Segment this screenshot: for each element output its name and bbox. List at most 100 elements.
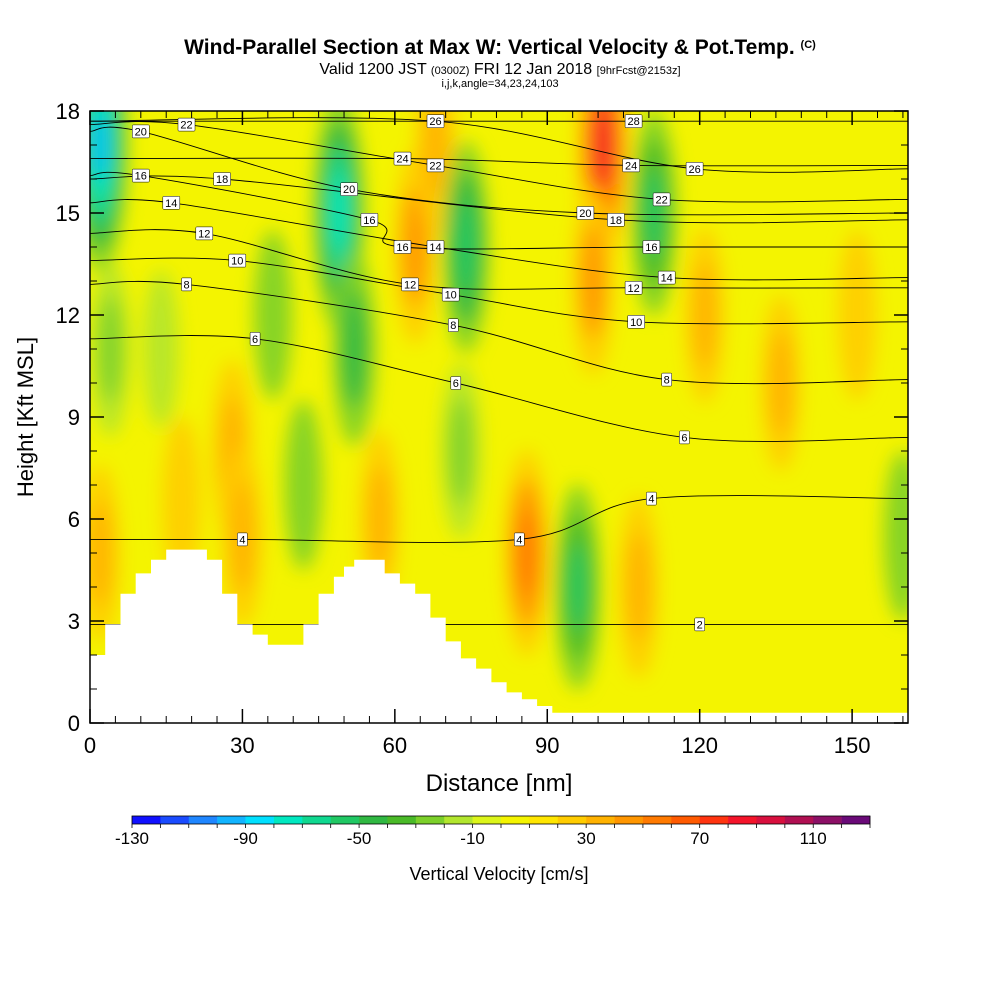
- vertical-velocity-core: [90, 500, 112, 606]
- theta-label: 20: [343, 184, 355, 196]
- vertical-velocity-core: [838, 230, 877, 400]
- theta-label: 10: [231, 256, 243, 268]
- vertical-velocity-core: [456, 201, 476, 293]
- colorbar-tick-label: 70: [690, 829, 709, 848]
- theta-label-box: [694, 617, 705, 632]
- vertical-velocity-core: [98, 296, 123, 402]
- theta-label-box: [237, 532, 248, 547]
- vertical-velocity-core: [883, 451, 908, 621]
- theta-label: 10: [630, 317, 642, 329]
- theta-label-box: [441, 287, 460, 302]
- theta-label: 16: [363, 215, 375, 227]
- theta-label: 22: [429, 160, 441, 172]
- colorbar-swatch: [472, 816, 502, 824]
- theta-label: 22: [180, 120, 192, 132]
- vertical-velocity-core: [693, 262, 717, 368]
- theta-label-box: [685, 162, 704, 176]
- theta-contour-line: [90, 335, 908, 442]
- terrain-mask: [90, 549, 908, 723]
- theta-label-box: [450, 376, 462, 390]
- theta-label-box: [679, 430, 690, 445]
- theta-label-box: [576, 206, 595, 220]
- colorbar-tick-label: -130: [115, 829, 149, 848]
- theta-label-box: [426, 114, 445, 128]
- theta-contour-line: [90, 171, 908, 250]
- forecast-info: [9hrFcst@2153z]: [596, 65, 681, 77]
- theta-label: 20: [135, 126, 147, 138]
- chart-title: Wind-Parallel Section at Max W: Vertical…: [184, 36, 816, 59]
- y-tick-label: 18: [56, 99, 80, 124]
- vertical-velocity-core: [423, 111, 448, 200]
- theta-label-box: [401, 277, 419, 292]
- theta-label: 20: [579, 208, 591, 220]
- theta-label-box: [340, 182, 358, 196]
- colorbar-swatch: [529, 816, 559, 824]
- theta-label: 12: [198, 228, 210, 240]
- colorbar-swatch: [245, 816, 275, 824]
- theta-label-box: [426, 240, 445, 254]
- colorbar-swatch: [614, 816, 644, 824]
- theta-label-box: [448, 318, 459, 332]
- vertical-velocity-core: [367, 466, 392, 572]
- theta-label-box: [213, 172, 231, 186]
- y-tick-label: 0: [68, 711, 80, 736]
- valid-date: FRI 12 Jan 2018: [473, 61, 593, 78]
- theta-label: 16: [135, 171, 147, 183]
- vertical-velocity-core: [626, 532, 651, 642]
- vertical-velocity-core: [143, 270, 179, 428]
- colorbar-swatch: [188, 816, 218, 824]
- theta-label: 14: [661, 273, 673, 285]
- colorbar-swatch: [671, 816, 700, 824]
- colorbar-swatch: [217, 816, 246, 824]
- theta-label-box: [228, 253, 247, 268]
- vertical-velocity-core: [594, 111, 612, 186]
- theta-label: 14: [165, 198, 177, 210]
- chart-subtitle: Valid 1200 JST (0300Z) FRI 12 Jan 2018 […: [319, 61, 681, 78]
- x-tick-label: 0: [84, 733, 96, 758]
- theta-label-box: [657, 270, 676, 285]
- theta-label: 4: [516, 534, 522, 546]
- colorbar-swatch: [415, 816, 445, 824]
- theta-label-box: [132, 168, 150, 183]
- colorbar-tick-label: -10: [460, 829, 485, 848]
- colorbar-tick-label: -50: [347, 829, 372, 848]
- y-tick-label: 15: [56, 201, 80, 226]
- theta-label: 8: [450, 320, 456, 332]
- theta-label: 6: [453, 378, 459, 390]
- theta-label: 12: [404, 279, 416, 291]
- colorbar-swatch: [813, 816, 842, 824]
- colorbar-swatch: [728, 816, 757, 824]
- theta-label-box: [514, 532, 525, 547]
- theta-label: 8: [183, 279, 189, 291]
- y-tick-label: 6: [68, 507, 80, 532]
- vertical-velocity-core: [253, 230, 292, 400]
- chart-title-units: (C): [800, 39, 816, 51]
- theta-label-box: [661, 372, 672, 387]
- theta-label-box: [195, 226, 214, 241]
- vertical-velocity-core: [341, 290, 368, 408]
- y-axis-label: Height [Kft MSL]: [13, 337, 38, 497]
- theta-contour-line: [90, 229, 908, 290]
- vertical-velocity-core: [644, 168, 664, 258]
- vertical-velocity-core: [92, 111, 108, 180]
- colorbar-swatch: [444, 816, 473, 824]
- colorbar-swatch: [330, 816, 360, 824]
- colorbar-swatch: [132, 816, 161, 824]
- theta-label-box: [646, 491, 657, 506]
- x-tick-label: 150: [834, 733, 871, 758]
- colorbar-tick-label: 30: [577, 829, 596, 848]
- y-tick-label: 12: [56, 303, 80, 328]
- colorbar-label: Vertical Velocity [cm/s]: [409, 864, 588, 884]
- x-tick-label: 60: [383, 733, 407, 758]
- y-axis: 0 3 6 9 12 15 18: [56, 99, 908, 736]
- theta-label-box: [624, 281, 643, 295]
- theta-contour-line: [90, 157, 908, 167]
- theta-label: 26: [429, 116, 441, 128]
- theta-contour-line: [90, 175, 908, 224]
- colorbar-swatch: [642, 816, 672, 824]
- vertical-velocity-core: [449, 398, 473, 504]
- colorbar-swatch: [387, 816, 417, 824]
- theta-label-box: [181, 277, 192, 292]
